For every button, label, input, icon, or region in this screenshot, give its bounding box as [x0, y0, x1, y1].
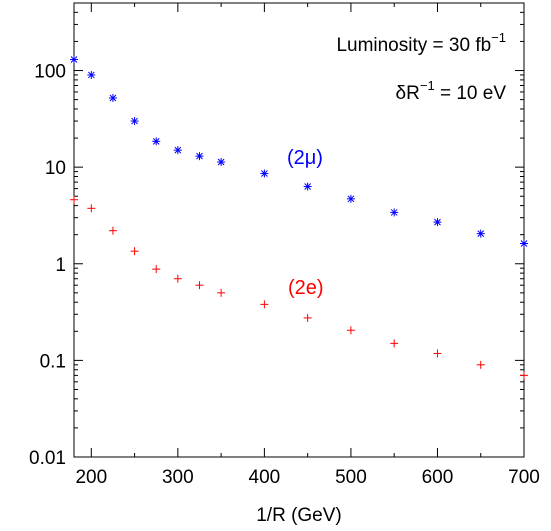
annotation-luminosity-text: Luminosity = 30 fb [336, 35, 491, 56]
x-tick-label-200: 200 [75, 467, 107, 488]
x-tick-label-300: 300 [162, 467, 194, 488]
point-series-1-3 [130, 247, 139, 256]
plot-frame [73, 2, 525, 458]
x-axis-title: 1/R (GeV) [256, 505, 342, 526]
point-series-0-8 [260, 169, 269, 178]
y-tick-label-0: 0.01 [29, 448, 66, 469]
point-series-1-13 [476, 360, 485, 369]
point-series-0-12 [433, 218, 442, 227]
point-series-0-1 [87, 70, 96, 79]
annotation-delta-r-text: δR [396, 83, 420, 104]
point-series-1-4 [152, 265, 161, 274]
annotation-luminosity-sup: −1 [491, 30, 506, 45]
y-tick-label-2: 1 [55, 255, 66, 276]
series-label-2mu: (2μ) [287, 147, 323, 169]
annotation-delta-r-sup: −1 [420, 78, 435, 93]
point-series-0-5 [173, 146, 182, 155]
point-series-1-11 [390, 339, 399, 348]
point-series-0-2 [108, 93, 117, 102]
x-tick-label-700: 700 [508, 467, 540, 488]
point-series-1-10 [346, 326, 355, 335]
x-tick-label-600: 600 [422, 467, 454, 488]
y-tick-label-3: 10 [45, 158, 66, 179]
point-series-1-12 [433, 349, 442, 358]
y-tick-label-4: 100 [34, 62, 66, 83]
point-series-0-3 [130, 117, 139, 126]
point-series-0-11 [390, 208, 399, 217]
point-series-1-6 [195, 281, 204, 290]
point-series-1-7 [217, 288, 226, 297]
series-label-2e: (2e) [288, 277, 324, 299]
point-series-0-10 [346, 194, 355, 203]
annotation-delta-r-suffix: = 10 eV [435, 83, 507, 104]
point-series-1-5 [173, 274, 182, 283]
x-tick-label-500: 500 [335, 467, 367, 488]
point-series-0-6 [195, 152, 204, 161]
y-tick-label-1: 0.1 [40, 351, 66, 372]
point-series-0-4 [152, 137, 161, 146]
point-series-0-14 [520, 239, 528, 248]
point-series-0-0 [70, 55, 78, 64]
x-tick-label-400: 400 [249, 467, 281, 488]
point-series-1-14 [520, 371, 528, 380]
data-points [70, 55, 528, 380]
annotation-delta-r: δR−1 = 10 eV [396, 78, 507, 104]
point-series-0-7 [217, 158, 226, 167]
point-series-0-13 [476, 229, 485, 238]
point-series-1-8 [260, 300, 269, 309]
point-series-0-9 [303, 182, 312, 191]
point-series-1-1 [87, 204, 96, 213]
point-series-1-2 [108, 226, 117, 235]
point-series-1-0 [70, 195, 78, 204]
annotation-luminosity: Luminosity = 30 fb−1 [336, 30, 506, 56]
ticks: 200 300 400 500 600 700 0.01 0.1 1 10 100 [29, 2, 540, 488]
point-series-1-9 [303, 313, 312, 322]
